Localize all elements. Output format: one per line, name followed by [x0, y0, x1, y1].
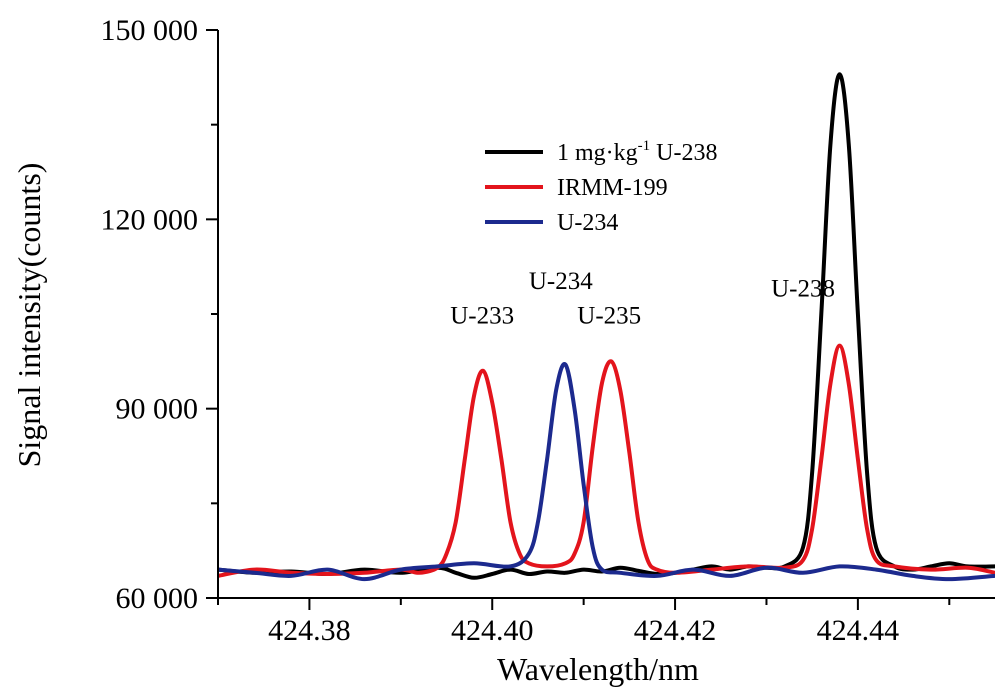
peak-label-0: U-233	[450, 302, 514, 329]
x-axis-title: Wavelength/nm	[497, 651, 699, 687]
plot-lines	[218, 72, 995, 582]
annotations: U-233 U-234 U-235 U-238	[450, 268, 835, 330]
y-tick-label-2: 120 000	[101, 203, 199, 236]
x-tick-label-2: 424.42	[634, 614, 717, 647]
x-tick-label-0: 424.38	[268, 614, 351, 647]
legend-label-0: 1 mg·kg-1 U-238	[557, 138, 718, 166]
legend: 1 mg·kg-1 U-238 IRMM-199 U-234	[485, 138, 718, 236]
peak-label-1: U-234	[529, 268, 593, 295]
x-tick-label-1: 424.40	[451, 614, 534, 647]
peak-label-2: U-235	[577, 302, 641, 329]
y-axis-title: Signal intensity(counts)	[11, 163, 47, 468]
x-tick-label-3: 424.44	[817, 614, 900, 647]
peak-label-3: U-238	[771, 275, 835, 302]
y-tick-label-3: 150 000	[101, 14, 199, 47]
y-tick-label-1: 90 000	[116, 393, 199, 426]
legend-label-2: U-234	[557, 210, 618, 236]
series-line-0	[218, 72, 995, 580]
ticks: 424.38 424.40 424.42 424.44 60 000 90 000 120 …	[101, 14, 951, 647]
legend-label-1: IRMM-199	[557, 175, 668, 201]
y-tick-label-0: 60 000	[116, 582, 199, 615]
series-line-1	[218, 343, 995, 578]
series-line-2	[218, 362, 995, 582]
